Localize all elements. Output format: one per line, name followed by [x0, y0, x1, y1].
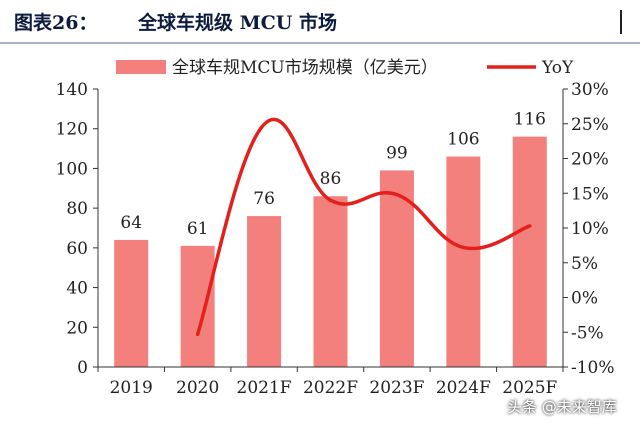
figure-number: 图表26： — [14, 12, 98, 34]
bar-series — [114, 136, 547, 367]
left-tick-label: 140 — [56, 80, 88, 100]
yoy-line — [195, 117, 532, 337]
legend-bar-label: 全球车规MCU市场规模（亿美元） — [172, 58, 438, 78]
right-tick-label: 30% — [571, 80, 609, 100]
right-tick-label: 5% — [571, 254, 598, 274]
bar-label-2025F: 116 — [514, 110, 546, 130]
right-tick-label: 15% — [571, 184, 609, 204]
chart-title: 全球车规级 MCU 市场 — [138, 12, 337, 34]
bar-2022F — [313, 196, 348, 367]
bar-label-2021F: 76 — [253, 189, 275, 209]
right-tick-label: -5% — [571, 323, 604, 343]
bar-2019 — [114, 239, 149, 367]
left-tick-label: 40 — [66, 279, 88, 299]
legend-bar-swatch — [116, 60, 166, 74]
left-tick-label: 80 — [66, 199, 88, 219]
axes: 0 20 40 60 80 100 120 140 -10% -5% 0% 5% 10% 15% 20% 25… — [56, 80, 615, 398]
left-tick-label: 100 — [56, 159, 88, 179]
chart-area: 全球车规MCU市场规模（亿美元） YoY 64 61 76 86 99 106 116 0 20… — [56, 58, 615, 398]
bar-label-2020: 61 — [187, 219, 209, 239]
x-tick-label-2022F: 2022F — [303, 378, 358, 398]
x-tick-label-2021F: 2021F — [237, 378, 292, 398]
left-tick-label: 120 — [56, 120, 88, 140]
bar-label-2019: 64 — [120, 213, 142, 233]
bar-2023F — [379, 170, 414, 367]
x-tick-label-2019: 2019 — [110, 378, 153, 398]
legend-line-label: YoY — [541, 58, 574, 78]
bar-2020 — [180, 245, 215, 367]
yoy-line-series — [195, 117, 532, 337]
left-tick-label: 0 — [77, 358, 88, 378]
watermark: 头条 @未来智库 — [507, 398, 617, 416]
x-tick-label-2023F: 2023F — [369, 378, 424, 398]
bar-2025F — [512, 136, 547, 367]
left-tick-label: 60 — [66, 239, 88, 259]
right-tick-label: 20% — [571, 150, 609, 170]
right-tick-label: 0% — [571, 289, 598, 309]
bar-label-2023F: 99 — [386, 143, 408, 163]
legend: 全球车规MCU市场规模（亿美元） YoY — [116, 58, 574, 78]
x-tick-label-2020: 2020 — [176, 378, 219, 398]
left-tick-label: 20 — [66, 318, 88, 338]
bar-2024F — [446, 156, 481, 367]
bar-2021F — [247, 216, 282, 367]
bar-label-2022F: 86 — [320, 169, 342, 189]
title-bar: 图表26： 全球车规级 MCU 市场 — [0, 0, 640, 44]
title-divider — [620, 10, 622, 34]
right-tick-label: -10% — [571, 358, 615, 378]
x-tick-label-2024F: 2024F — [436, 378, 491, 398]
right-tick-label: 25% — [571, 115, 609, 135]
bar-label-2024F: 106 — [447, 130, 479, 150]
bar-data-labels: 64 61 76 86 99 106 116 — [120, 110, 546, 239]
right-tick-label: 10% — [571, 219, 609, 239]
x-tick-label-2025F: 2025F — [502, 378, 557, 398]
